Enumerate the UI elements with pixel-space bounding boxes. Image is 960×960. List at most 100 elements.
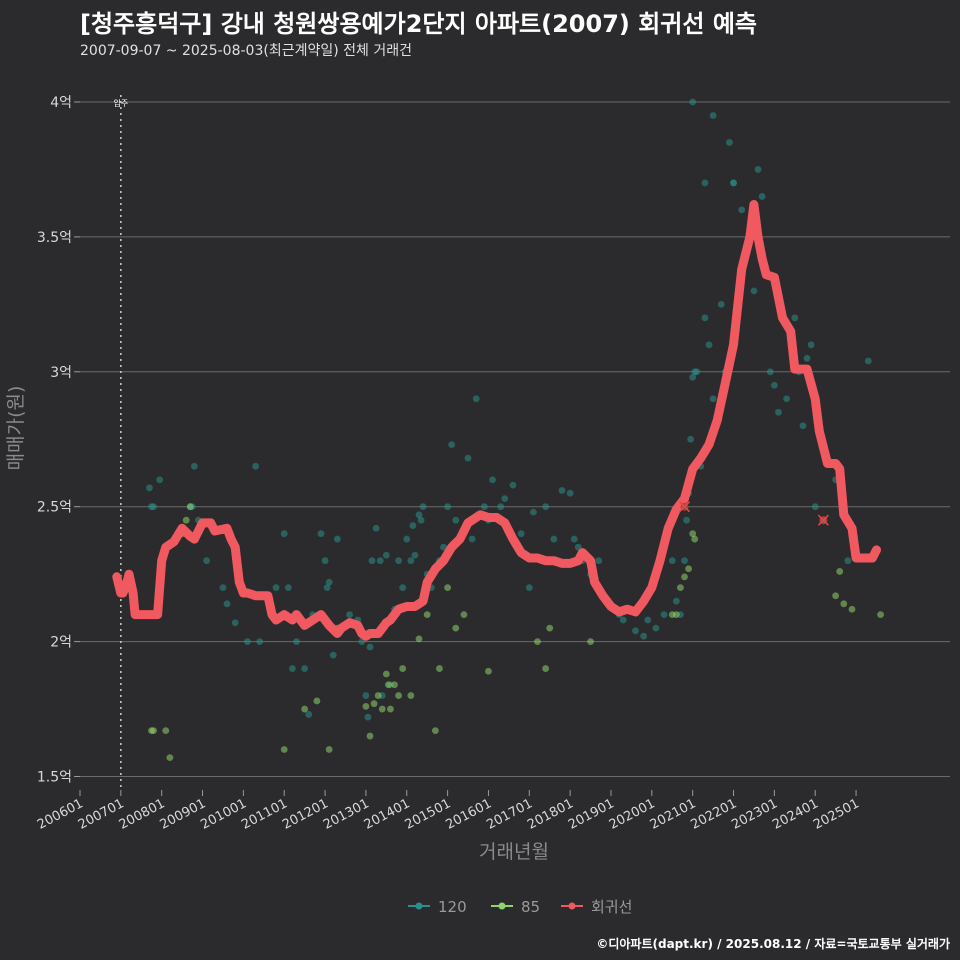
point-120 <box>280 530 288 538</box>
y-tick-label: 2.5억 <box>37 500 72 516</box>
x-tick-label: 202001 <box>607 796 658 833</box>
x-tick-label: 201601 <box>443 796 494 833</box>
point-120 <box>730 179 737 187</box>
point-85 <box>374 692 382 699</box>
legend-swatch-dot-s120 <box>415 902 423 910</box>
x-tick-label: 202201 <box>689 796 740 833</box>
predicted-points <box>678 501 829 526</box>
point-120 <box>415 511 423 519</box>
point-120 <box>448 441 456 449</box>
point-120 <box>444 503 452 511</box>
point-120 <box>701 314 709 322</box>
point-85 <box>325 746 333 753</box>
x-tick-label: 201201 <box>280 796 331 833</box>
point-120 <box>333 535 341 543</box>
point-120 <box>409 522 417 529</box>
point-120 <box>382 551 390 559</box>
legend-label-regression: 회귀선 <box>591 898 632 916</box>
point-85 <box>387 705 394 713</box>
point-120 <box>689 98 697 106</box>
point-85 <box>384 681 392 689</box>
regression-line <box>112 200 881 641</box>
point-85 <box>395 692 402 699</box>
point-120 <box>372 524 380 532</box>
point-120 <box>681 557 688 565</box>
x-axis-ticks: 2006012007012008012009012010012011012012… <box>35 790 862 833</box>
point-120 <box>501 495 509 503</box>
point-85 <box>423 611 431 619</box>
y-axis-label: 매매가(원) <box>5 386 27 471</box>
point-85 <box>162 727 170 735</box>
y-axis-ticks: 1.5억 2억 2.5억 3억 3.5억 4억 <box>37 95 80 786</box>
point-85 <box>150 727 157 735</box>
point-85 <box>832 592 840 600</box>
point-120 <box>305 711 313 718</box>
point-85 <box>681 573 688 581</box>
point-120 <box>301 665 309 672</box>
x-tick-label: 201001 <box>198 796 249 833</box>
point-120 <box>660 611 668 619</box>
point-120 <box>558 487 566 494</box>
point-85 <box>546 624 554 632</box>
point-120 <box>738 206 746 214</box>
point-120 <box>807 341 815 349</box>
point-120 <box>570 535 578 543</box>
point-85 <box>301 705 309 713</box>
point-120 <box>811 503 819 511</box>
point-85 <box>313 697 321 705</box>
point-120 <box>190 462 198 470</box>
point-120 <box>407 557 415 565</box>
legend-swatch-dot-regression <box>568 902 576 910</box>
x-tick-label: 201501 <box>403 796 454 833</box>
point-120 <box>803 354 811 362</box>
point-85 <box>672 611 680 619</box>
point-120 <box>705 341 713 349</box>
move-in-marker: 입주 <box>113 95 128 790</box>
legend-swatch-dot-s85 <box>498 902 506 910</box>
point-120 <box>252 462 260 470</box>
point-120 <box>750 287 758 295</box>
point-120 <box>525 584 533 592</box>
point-120 <box>231 619 239 627</box>
point-120 <box>256 638 264 646</box>
point-120 <box>758 193 766 200</box>
point-120 <box>672 597 680 605</box>
point-120 <box>489 476 496 484</box>
point-85 <box>485 667 492 675</box>
point-120 <box>652 624 660 632</box>
point-120 <box>775 408 782 416</box>
point-120 <box>419 503 427 511</box>
point-120 <box>272 584 280 592</box>
point-120 <box>709 395 717 403</box>
point-120 <box>644 616 652 624</box>
point-85 <box>182 516 190 524</box>
point-120 <box>288 665 296 672</box>
point-120 <box>362 692 370 699</box>
point-120 <box>726 139 733 146</box>
point-85 <box>542 665 550 672</box>
point-120 <box>321 557 329 565</box>
x-tick-label: 200801 <box>117 796 168 833</box>
y-tick-label: 4억 <box>50 95 72 111</box>
point-85 <box>366 732 374 740</box>
point-120 <box>640 632 648 640</box>
point-120 <box>754 166 762 173</box>
point-120 <box>395 557 402 565</box>
point-120 <box>844 557 852 565</box>
point-120 <box>683 516 690 524</box>
legend: 120 85 회귀선 <box>408 898 632 916</box>
point-120 <box>701 179 709 187</box>
point-120 <box>480 503 488 511</box>
point-120 <box>542 503 550 511</box>
point-120 <box>325 578 333 586</box>
point-85 <box>452 624 460 632</box>
x-tick-label: 202401 <box>770 796 821 833</box>
point-85 <box>186 503 194 511</box>
point-120 <box>464 454 472 462</box>
x-tick-label: 200901 <box>158 796 209 833</box>
point-120 <box>156 476 164 484</box>
point-85 <box>370 700 378 708</box>
point-120 <box>468 535 476 543</box>
point-120 <box>770 381 778 389</box>
point-85 <box>848 605 856 613</box>
